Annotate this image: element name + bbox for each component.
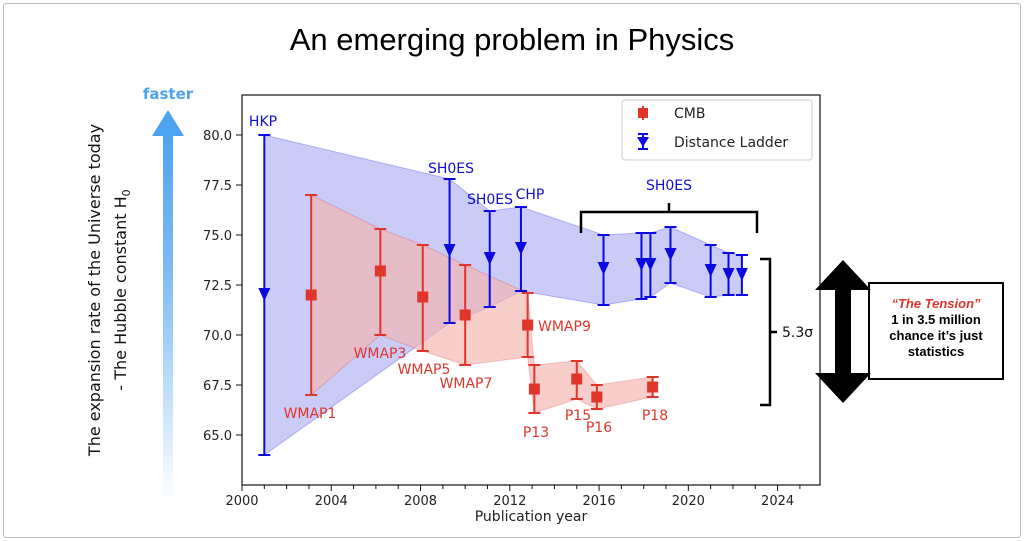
cmb-point: WMAP1 xyxy=(284,194,337,422)
point-label: P18 xyxy=(642,408,668,424)
square-marker xyxy=(571,373,583,385)
slide-title: An emerging problem in Physics xyxy=(289,22,735,57)
faster-arrow-icon xyxy=(152,110,184,503)
point-label: P16 xyxy=(586,420,612,436)
point-label: SH0ES xyxy=(428,161,474,177)
y-axis-label: The expansion rate of the Universe today… xyxy=(85,124,133,457)
legend: CMB Distance Ladder xyxy=(621,99,813,161)
tension-title: “The Tension” xyxy=(891,296,981,311)
point-label: WMAP7 xyxy=(440,376,493,392)
cmb-point: WMAP9 xyxy=(521,292,591,358)
x-tick-label: 2000 xyxy=(225,494,258,509)
legend-dl-label: Distance Ladder xyxy=(674,135,788,151)
point-label: P15 xyxy=(565,408,591,424)
cmb-point: P15 xyxy=(565,360,591,424)
square-marker xyxy=(374,265,386,277)
legend-cmb-marker xyxy=(638,106,648,120)
distance-ladder-point xyxy=(704,244,717,298)
triangle-down-marker xyxy=(735,268,748,281)
legend-cmb-label: CMB xyxy=(674,106,705,122)
triangle-down-marker xyxy=(258,288,271,301)
sigma-label: 5.3σ xyxy=(782,325,813,341)
point-label: WMAP1 xyxy=(284,406,337,422)
legend-dl-marker xyxy=(637,133,649,150)
y-tick-label: 65.0 xyxy=(203,429,232,444)
point-label: P13 xyxy=(523,425,549,441)
square-marker xyxy=(522,319,534,331)
distance-ladder-point: SH0ES xyxy=(428,161,474,324)
cmb-point: P16 xyxy=(586,384,612,436)
x-tick-label: 2008 xyxy=(404,494,437,509)
cmb-point: WMAP7 xyxy=(440,264,493,392)
triangle-down-marker xyxy=(514,242,527,255)
double-arrow-icon xyxy=(815,260,871,403)
point-label: CHP xyxy=(516,187,545,203)
cmb-point: P13 xyxy=(523,364,549,441)
x-tick-label: 2004 xyxy=(315,494,348,509)
triangle-down-marker xyxy=(664,248,677,261)
distance-ladder-point xyxy=(722,252,735,296)
y-axis-label-line2: - The Hubble constant H0 xyxy=(111,189,133,390)
square-marker xyxy=(459,309,471,321)
distance-ladder-point xyxy=(735,254,748,296)
y-tick-label: 72.5 xyxy=(203,279,232,294)
triangle-down-marker xyxy=(644,258,657,271)
distance-ladder-point xyxy=(644,232,657,298)
sigma-bracket xyxy=(760,257,777,407)
x-tick-label: 2012 xyxy=(493,494,526,509)
distance-ladder-point: CHP xyxy=(514,187,545,292)
slide-frame xyxy=(3,3,1021,538)
square-marker xyxy=(305,289,317,301)
tension-text: 1 in 3.5 million chance it’s just statis… xyxy=(889,312,983,359)
distance-ladder-point xyxy=(635,232,648,300)
x-tick-label: 2016 xyxy=(583,494,616,509)
point-label: HKP xyxy=(249,114,277,130)
square-marker xyxy=(417,291,429,303)
square-marker xyxy=(647,381,659,393)
point-label: WMAP3 xyxy=(354,346,407,362)
tension-callout: “The Tension” 1 in 3.5 million chance it… xyxy=(868,282,1004,380)
y-tick-label: 67.5 xyxy=(203,379,232,394)
cmb-point: WMAP3 xyxy=(354,228,407,362)
y-axis-label-line1: The expansion rate of the Universe today xyxy=(85,124,104,457)
shoes-group-label: SH0ES xyxy=(646,178,692,194)
square-marker xyxy=(591,391,603,403)
y-tick-label: 70.0 xyxy=(203,329,232,344)
point-label: WMAP5 xyxy=(398,362,451,378)
distance-ladder-point: SH0ES xyxy=(467,192,513,308)
x-tick-label: 2020 xyxy=(672,494,705,509)
y-tick-label: 77.5 xyxy=(203,179,232,194)
point-label: WMAP9 xyxy=(538,319,591,335)
triangle-down-marker xyxy=(597,262,610,275)
shoes-bracket xyxy=(579,203,759,233)
cmb-point: P18 xyxy=(642,376,668,424)
triangle-down-marker xyxy=(704,264,717,277)
distance-ladder-point xyxy=(597,234,610,306)
triangle-down-marker xyxy=(635,258,648,271)
cmb-point: WMAP5 xyxy=(398,244,451,378)
triangle-down-marker xyxy=(443,244,456,257)
y-tick-label: 80.0 xyxy=(203,129,232,144)
distance-ladder-point: HKP xyxy=(249,114,277,456)
faster-label: faster xyxy=(143,85,194,103)
distance-ladder-point xyxy=(664,226,677,284)
square-marker xyxy=(528,383,540,395)
triangle-down-marker xyxy=(483,252,496,265)
y-tick-label: 75.0 xyxy=(203,229,232,244)
x-tick-label: 2024 xyxy=(761,494,794,509)
triangle-down-marker xyxy=(722,268,735,281)
point-label: SH0ES xyxy=(467,192,513,208)
x-axis-label: Publication year xyxy=(475,509,588,525)
